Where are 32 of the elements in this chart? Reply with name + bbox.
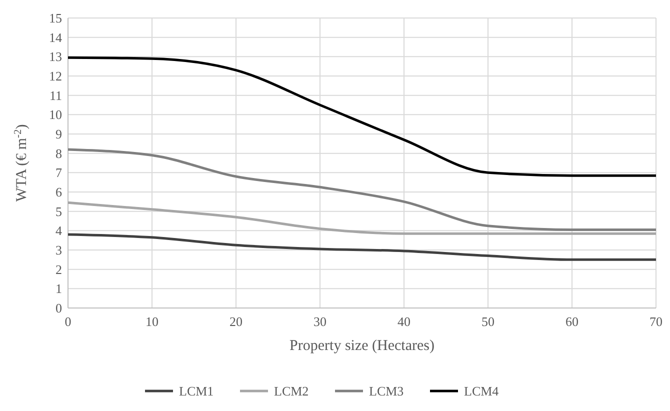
line-series	[66, 201, 658, 235]
x-tick-label: 40	[398, 314, 410, 329]
x-tick-label: 70	[650, 314, 662, 329]
legend-label: LCM3	[369, 384, 404, 399]
y-tick-label: 8	[56, 146, 62, 161]
x-tick-label: 10	[146, 314, 158, 329]
y-tick-label: 15	[49, 10, 62, 26]
y-tick-label: 9	[56, 126, 62, 142]
y-tick-label: 14	[49, 30, 62, 45]
y-tick-label: 2	[56, 262, 62, 277]
y-tick-label: 6	[56, 184, 62, 200]
y-tick-label: 0	[56, 300, 62, 316]
line-series	[66, 56, 658, 177]
x-tick-label: 30	[314, 314, 326, 329]
y-tick-label: 3	[56, 242, 62, 258]
x-tick-label: 20	[230, 314, 242, 329]
y-tick-label: 5	[56, 204, 62, 219]
y-tick-label: 12	[49, 68, 62, 84]
line-series	[66, 148, 658, 231]
y-tick-label: 10	[49, 107, 62, 122]
x-axis-title: Property size (Hectares)	[290, 338, 434, 354]
y-tick-label: 4	[56, 223, 62, 238]
y-tick-label: 11	[49, 88, 62, 103]
y-tick-label: 13	[49, 49, 62, 64]
y-tick-label: 7	[56, 165, 62, 180]
legend-label: LCM4	[464, 384, 500, 399]
line-series	[66, 233, 658, 261]
y-tick-label: 1	[56, 281, 62, 296]
x-tick-label: 50	[482, 314, 494, 329]
x-tick-label: 60	[566, 314, 578, 329]
legend-label: LCM1	[179, 384, 214, 399]
legend-label: LCM2	[274, 384, 309, 399]
